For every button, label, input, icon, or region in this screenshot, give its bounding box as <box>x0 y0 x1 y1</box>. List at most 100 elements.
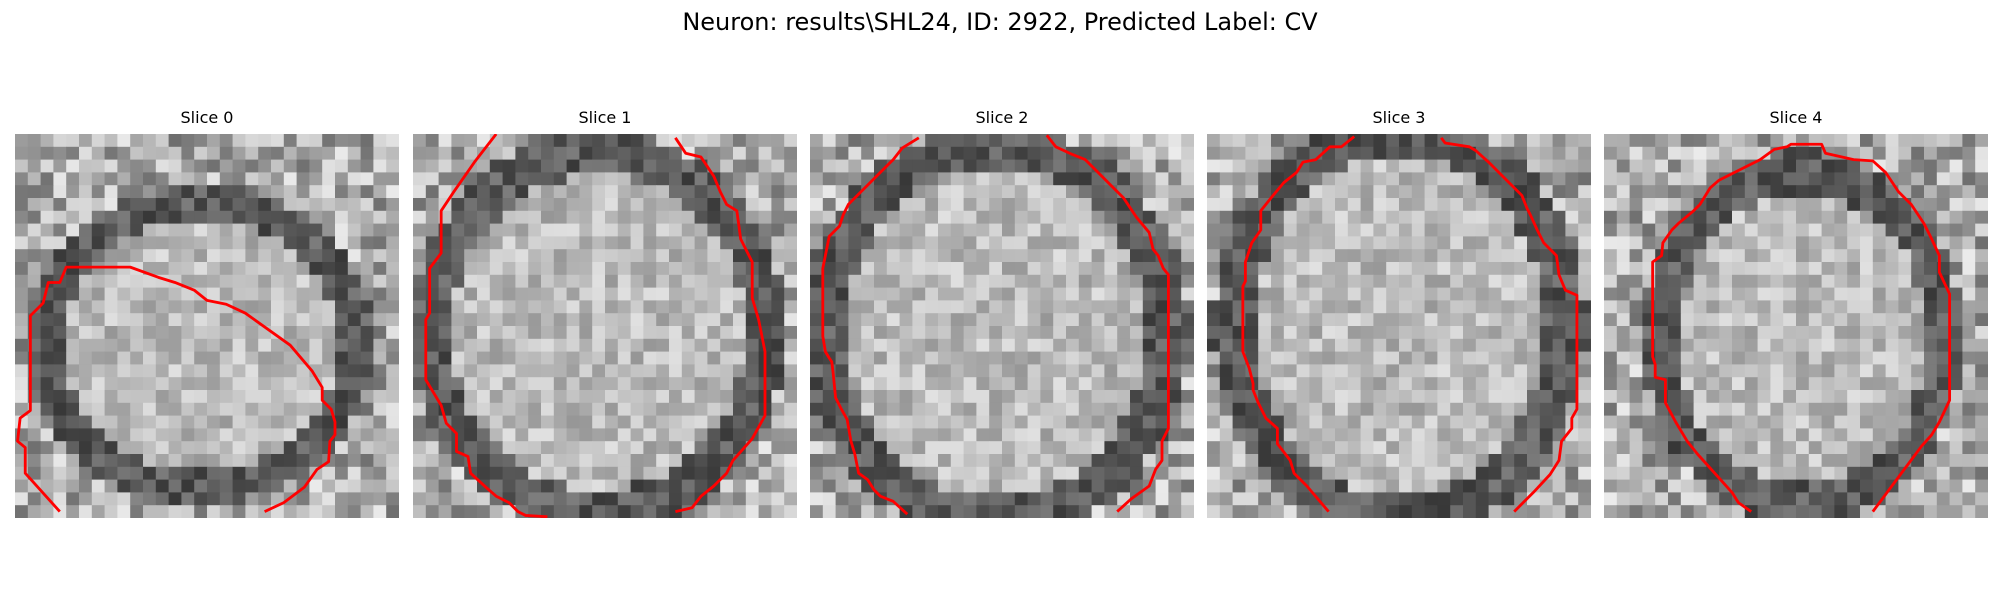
image-pixel <box>1488 390 1502 404</box>
image-pixel <box>168 185 182 199</box>
image-pixel <box>245 172 259 186</box>
image-pixel <box>899 377 913 391</box>
image-pixel <box>413 300 427 314</box>
image-pixel <box>1872 338 1886 352</box>
image-pixel <box>989 492 1003 506</box>
image-pixel <box>1744 223 1758 237</box>
image-pixel <box>1411 390 1425 404</box>
image-pixel <box>271 454 285 468</box>
image-pixel <box>1872 185 1886 199</box>
image-pixel <box>1066 210 1080 224</box>
image-pixel <box>874 415 888 429</box>
image-pixel <box>1757 390 1771 404</box>
image-pixel <box>515 262 529 276</box>
image-pixel <box>117 492 131 506</box>
image-pixel <box>515 479 529 493</box>
image-pixel <box>1757 415 1771 429</box>
image-pixel <box>1642 479 1656 493</box>
image-pixel <box>53 377 67 391</box>
image-pixel <box>1322 262 1336 276</box>
image-pixel <box>925 274 939 288</box>
image-pixel <box>1475 338 1489 352</box>
image-pixel <box>1475 505 1489 518</box>
image-pixel <box>1706 300 1720 314</box>
image-pixel <box>27 454 41 468</box>
image-pixel <box>1424 402 1438 416</box>
image-pixel <box>1424 287 1438 301</box>
image-pixel <box>1258 492 1272 506</box>
image-pixel <box>386 415 399 429</box>
image-pixel <box>822 466 836 480</box>
image-pixel <box>1373 390 1387 404</box>
image-pixel <box>1527 249 1541 263</box>
image-pixel <box>1872 313 1886 327</box>
image-pixel <box>912 492 926 506</box>
image-pixel <box>181 223 195 237</box>
image-pixel <box>130 236 144 250</box>
image-pixel <box>477 402 491 416</box>
image-pixel <box>1783 428 1797 442</box>
image-pixel <box>592 198 606 212</box>
image-pixel <box>1002 185 1016 199</box>
image-pixel <box>1219 300 1233 314</box>
image-pixel <box>219 377 233 391</box>
image-pixel <box>1847 402 1861 416</box>
image-pixel <box>681 402 695 416</box>
image-pixel <box>1732 377 1746 391</box>
image-pixel <box>1399 364 1413 378</box>
image-pixel <box>168 505 182 518</box>
image-pixel <box>963 454 977 468</box>
image-pixel <box>1501 326 1515 340</box>
image-pixel <box>1744 172 1758 186</box>
image-pixel <box>15 313 29 327</box>
image-pixel <box>143 172 157 186</box>
image-pixel <box>1757 236 1771 250</box>
image-pixel <box>1091 223 1105 237</box>
image-pixel <box>1770 466 1784 480</box>
image-pixel <box>360 223 374 237</box>
image-pixel <box>1168 274 1182 288</box>
image-pixel <box>1450 441 1464 455</box>
image-pixel <box>592 249 606 263</box>
image-pixel <box>681 300 695 314</box>
image-pixel <box>1604 134 1618 148</box>
image-pixel <box>1527 377 1541 391</box>
image-pixel <box>451 454 465 468</box>
image-pixel <box>1693 492 1707 506</box>
image-pixel <box>1552 249 1566 263</box>
image-pixel <box>1770 390 1784 404</box>
image-pixel <box>258 300 272 314</box>
image-pixel <box>1719 185 1733 199</box>
image-pixel <box>1514 210 1528 224</box>
image-pixel <box>758 479 772 493</box>
image-pixel <box>1207 364 1221 378</box>
image-pixel <box>207 505 221 518</box>
image-pixel <box>1796 466 1810 480</box>
image-pixel <box>976 492 990 506</box>
image-pixel <box>950 262 964 276</box>
image-pixel <box>1142 402 1156 416</box>
image-pixel <box>899 210 913 224</box>
image-pixel <box>1360 338 1374 352</box>
image-pixel <box>810 505 824 518</box>
image-pixel <box>1962 454 1976 468</box>
image-pixel <box>579 351 593 365</box>
image-pixel <box>1014 415 1028 429</box>
image-pixel <box>874 364 888 378</box>
image-pixel <box>1271 146 1285 160</box>
image-pixel <box>1040 159 1054 173</box>
image-pixel <box>1719 492 1733 506</box>
image-pixel <box>1629 274 1643 288</box>
image-pixel <box>1360 262 1374 276</box>
image-pixel <box>79 415 93 429</box>
image-pixel <box>1245 223 1259 237</box>
image-pixel <box>1424 441 1438 455</box>
image-pixel <box>669 223 683 237</box>
image-pixel <box>605 249 619 263</box>
image-pixel <box>1834 300 1848 314</box>
image-pixel <box>1399 351 1413 365</box>
image-pixel <box>1706 364 1720 378</box>
image-pixel <box>694 441 708 455</box>
image-pixel <box>1271 454 1285 468</box>
image-pixel <box>1962 428 1976 442</box>
